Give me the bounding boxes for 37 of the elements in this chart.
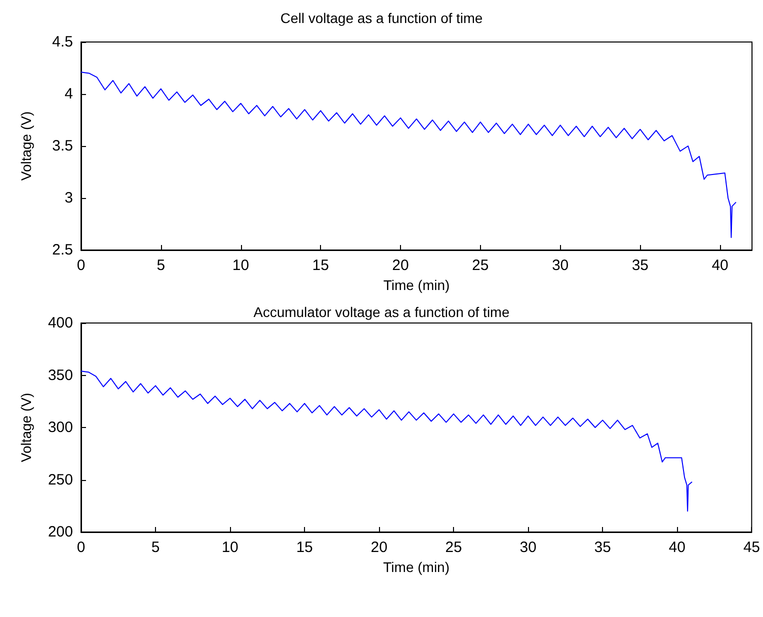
x-tick-label: 15 xyxy=(312,257,329,274)
y-tick-label: 400 xyxy=(48,314,73,332)
x-tick-label: 30 xyxy=(552,257,569,274)
x-tick-label: 30 xyxy=(520,539,536,556)
x-axis-title: Time (min) xyxy=(383,276,450,293)
y-tick-label: 3 xyxy=(64,190,73,206)
x-tick-label: 40 xyxy=(712,257,728,274)
y-tick-label: 4.5 xyxy=(52,34,73,50)
y-tick-label: 2.5 xyxy=(52,242,73,258)
x-tick-label: 35 xyxy=(632,257,649,274)
line-series xyxy=(80,370,693,512)
x-tick-label: 40 xyxy=(668,539,686,556)
x-tick-label: 20 xyxy=(392,257,409,274)
line-series xyxy=(80,72,737,238)
y-tick-label: 250 xyxy=(48,471,73,488)
x-tick-label: 0 xyxy=(76,539,86,556)
y-axis-title: Voltage (V) xyxy=(18,111,34,181)
y-tick-label: 3.5 xyxy=(52,138,73,154)
x-tick-label: 25 xyxy=(472,257,489,274)
chart-title: Accumulator voltage as a function of time xyxy=(253,304,510,320)
x-tick-label: 25 xyxy=(445,539,462,556)
x-tick-label: 0 xyxy=(76,257,86,274)
x-tick-label: 15 xyxy=(296,539,313,556)
y-axis-title: Voltage (V) xyxy=(18,392,34,462)
x-tick-label: 10 xyxy=(222,539,238,556)
x-tick-label: 20 xyxy=(370,539,388,556)
chart-title: Cell voltage as a function of time xyxy=(280,10,483,26)
x-tick-label: 5 xyxy=(156,257,166,274)
y-tick-label: 4 xyxy=(64,86,73,102)
x-tick-label: 10 xyxy=(232,257,250,274)
y-tick-label: 350 xyxy=(48,366,73,384)
y-tick-label: 200 xyxy=(48,524,73,540)
x-tick-label: 5 xyxy=(151,539,160,556)
x-tick-label: 35 xyxy=(594,539,611,556)
x-axis-title: Time (min) xyxy=(383,558,450,575)
y-tick-label: 300 xyxy=(48,419,73,436)
x-tick-label: 45 xyxy=(743,539,760,556)
